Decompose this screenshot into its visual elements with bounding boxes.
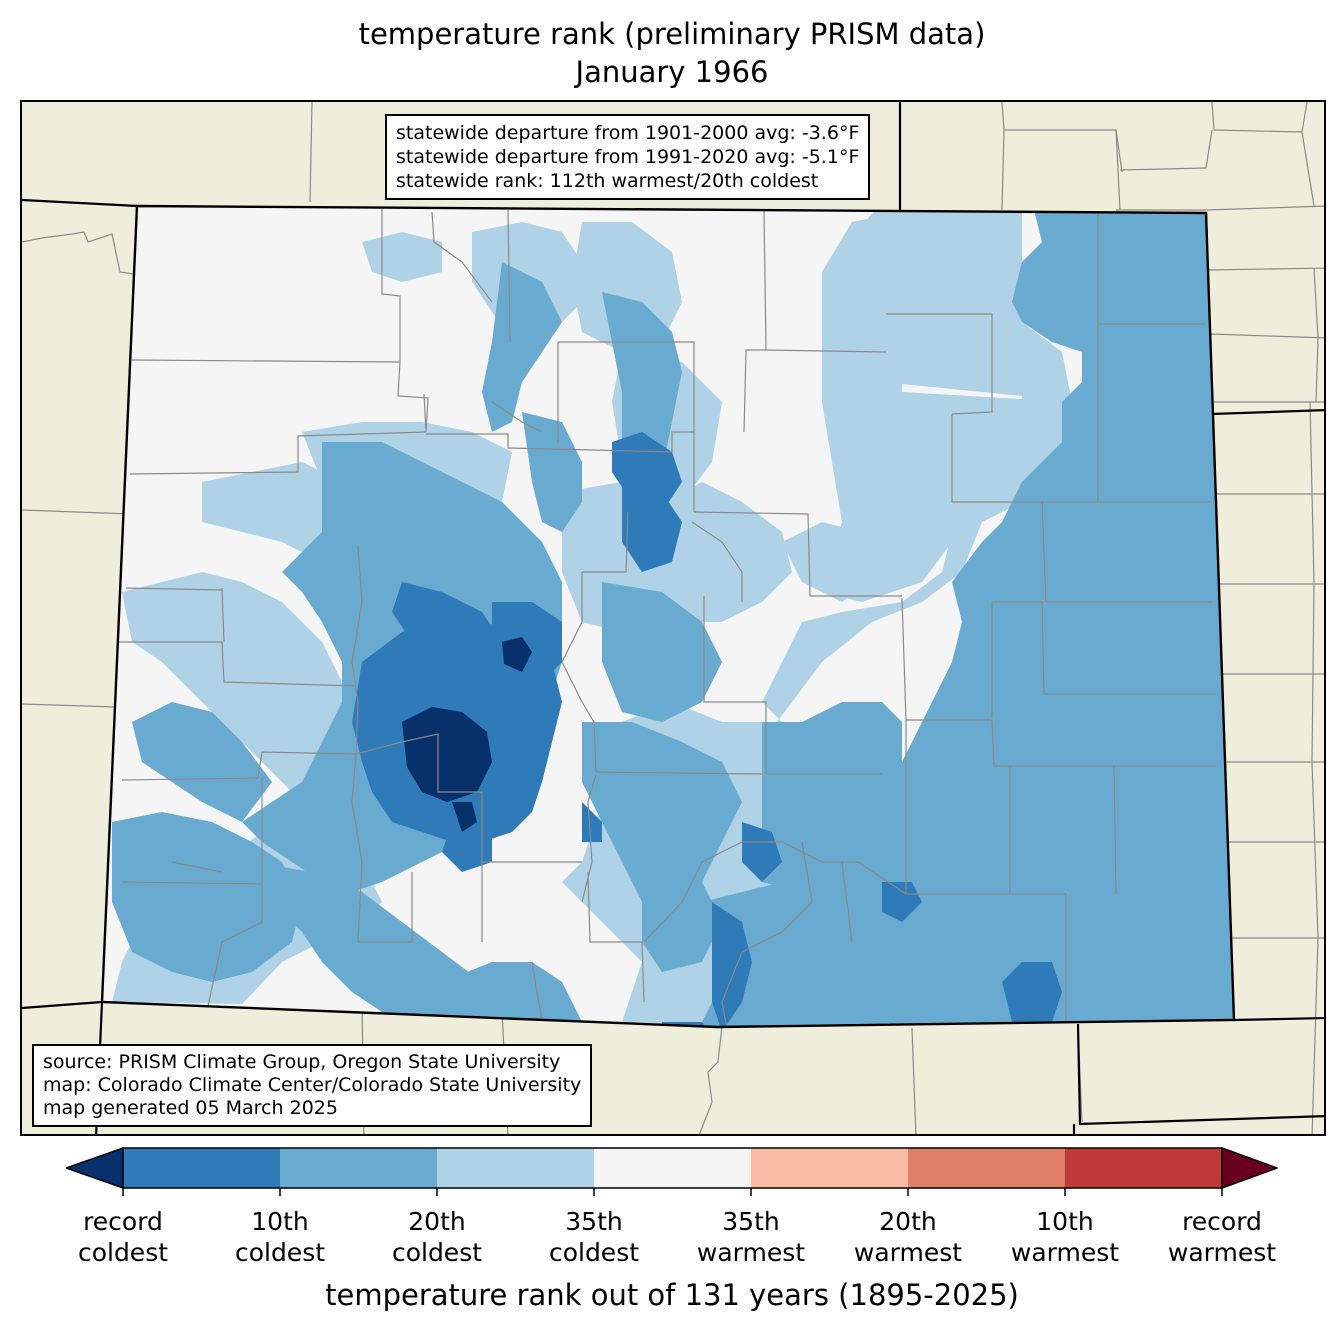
rank-record-coldest-areas (402, 637, 532, 832)
colorbar-tick-label: 10th coldest (200, 1206, 360, 1268)
tick-line: coldest (548, 1238, 640, 1267)
colorbar-bin-20th-35th-warmest (751, 1148, 908, 1188)
map-subtitle: January 1966 (575, 55, 769, 89)
tick-line: coldest (234, 1238, 326, 1267)
colorbar-extend-coldest (66, 1146, 124, 1190)
departure-1991-2020: statewide departure from 1991-2020 avg: … (396, 146, 860, 168)
departure-1901-2000: statewide departure from 1901-2000 avg: … (396, 122, 860, 144)
colorbar-bin-record-10th-warmest (1065, 1148, 1222, 1188)
colorbar-bin-near-normal (594, 1148, 751, 1188)
tick-line: coldest (77, 1238, 169, 1267)
map-credit-line: map: Colorado Climate Center/Colorado St… (43, 1074, 582, 1096)
generated-date-line: map generated 05 March 2025 (43, 1097, 338, 1119)
colorbar-tick-label: record coldest (43, 1206, 203, 1268)
tick-line: 20th (879, 1207, 937, 1236)
temperature-rank-shading (102, 206, 1234, 1027)
colorbar-tick-label: 35th warmest (671, 1206, 831, 1268)
colorbar-tick-label: 10th warmest (985, 1206, 1145, 1268)
rank-20th-coldest-areas (112, 206, 1234, 1027)
map-canvas (22, 102, 1324, 1134)
colorbar-tick-label: 20th warmest (828, 1206, 988, 1268)
tick-line: 35th (722, 1207, 780, 1236)
tick-line: warmest (853, 1238, 963, 1267)
tick-line: 10th (251, 1207, 309, 1236)
tick-line: coldest (391, 1238, 483, 1267)
map-title: temperature rank (preliminary PRISM data… (358, 17, 986, 51)
tick-line: 20th (408, 1207, 466, 1236)
colorbar-tick-label: 35th coldest (514, 1206, 674, 1268)
colorbar-bin-10th-20th-coldest (280, 1148, 437, 1188)
colorado-county-lines (112, 208, 1216, 1027)
colorbar-tick-marks (122, 1188, 1223, 1196)
colorado-state-border (100, 204, 1236, 1029)
colorbar-label: temperature rank out of 131 years (1895-… (325, 1278, 1019, 1312)
colorbar-bin-20th-35th-coldest (437, 1148, 594, 1188)
colorbar-tick-label: 20th coldest (357, 1206, 517, 1268)
colorbar-bin-record-10th-coldest (123, 1148, 280, 1188)
tick-line: record (1182, 1207, 1262, 1236)
statewide-rank: statewide rank: 112th warmest/20th colde… (396, 170, 819, 192)
colorbar-outline (122, 1147, 1223, 1189)
colorbar (66, 1146, 1278, 1196)
tick-line: warmest (1167, 1238, 1277, 1267)
colorbar-extend-warmest (1221, 1146, 1278, 1190)
colorbar-tick-label: record warmest (1142, 1206, 1302, 1268)
tick-line: 35th (565, 1207, 623, 1236)
tick-line: record (83, 1207, 163, 1236)
tick-line: warmest (1010, 1238, 1120, 1267)
colorbar-bin-10th-20th-warmest (908, 1148, 1065, 1188)
tick-line: 10th (1036, 1207, 1094, 1236)
source-line: source: PRISM Climate Group, Oregon Stat… (43, 1051, 561, 1073)
statewide-stats-box: statewide departure from 1901-2000 avg: … (385, 114, 871, 200)
colorado-temperature-rank-map: statewide departure from 1901-2000 avg: … (20, 100, 1326, 1136)
tick-line: warmest (696, 1238, 806, 1267)
source-credit-box: source: PRISM Climate Group, Oregon Stat… (32, 1044, 593, 1127)
